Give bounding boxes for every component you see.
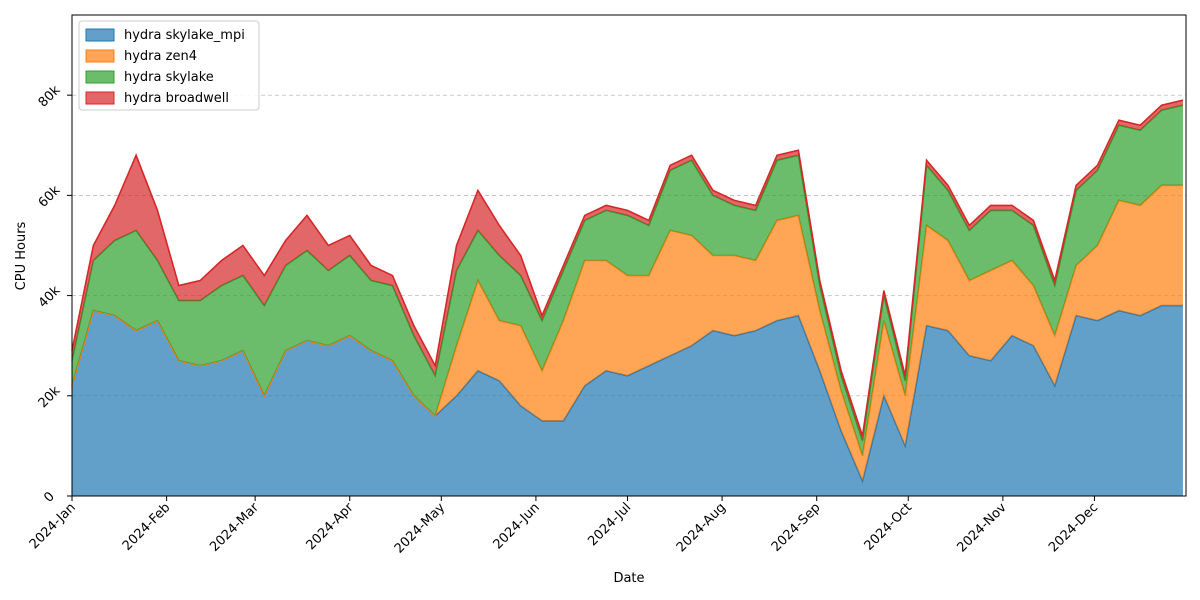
y-tick-label: 60k xyxy=(36,183,64,211)
plot-frame xyxy=(71,14,1187,497)
x-tick-label: 2024-Jan xyxy=(27,500,79,552)
area-series-group xyxy=(71,99,1184,496)
legend-frame xyxy=(78,20,260,111)
legend-label: hydra zen4 xyxy=(124,49,197,64)
area-hydra-skylake xyxy=(72,105,1183,456)
y-axis-title: CPU Hours xyxy=(14,221,29,290)
legend-label: hydra skylake xyxy=(124,70,214,85)
x-tick-label: 2024-Dec xyxy=(1046,500,1101,555)
legend-swatch xyxy=(85,91,115,105)
legend-swatch xyxy=(85,28,115,42)
y-tick-label: 0 xyxy=(41,489,57,505)
legend-swatch xyxy=(85,70,115,84)
x-tick-label: 2024-Aug xyxy=(674,500,729,555)
legend-swatch xyxy=(85,49,115,63)
legend-label: hydra skylake_mpi xyxy=(124,28,245,43)
x-tick-label: 2024-Nov xyxy=(954,500,1009,555)
x-tick-label: 2024-Apr xyxy=(304,500,357,553)
x-tick-label: 2024-Mar xyxy=(207,500,262,555)
y-axis-ticks: 0 20k 40k 60k 80k xyxy=(36,83,72,506)
y-tick-label: 40k xyxy=(36,283,64,311)
x-tick-label: 2024-Jul xyxy=(585,500,634,549)
x-tick-label: 2024-May xyxy=(392,500,449,557)
y-tick-label: 80k xyxy=(36,83,64,111)
x-tick-label: 2024-Feb xyxy=(120,500,174,554)
x-tick-label: 2024-Jun xyxy=(491,500,543,552)
x-tick-label: 2024-Oct xyxy=(862,500,915,553)
x-axis-title: Date xyxy=(613,571,644,586)
area-hydra-skylake-mpi xyxy=(72,305,1183,496)
x-axis-ticks: 2024-Jan 2024-Feb 2024-Mar 2024-Apr 2024-May… xyxy=(27,496,1101,557)
series-line-hydra-broadwell xyxy=(71,99,1184,437)
area-hydra-zen4 xyxy=(72,185,1183,481)
y-tick-label: 20k xyxy=(36,383,64,411)
legend-label: hydra broadwell xyxy=(124,91,229,106)
x-tick-label: 2024-Sep xyxy=(769,500,824,555)
